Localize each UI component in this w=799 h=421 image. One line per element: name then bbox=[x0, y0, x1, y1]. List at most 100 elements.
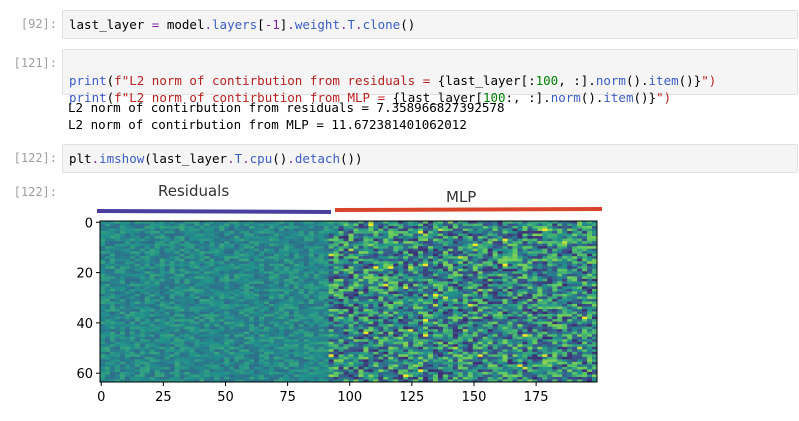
heatmap-cell bbox=[219, 231, 225, 234]
heatmap-cell bbox=[437, 251, 444, 255]
heatmap-cell bbox=[452, 236, 459, 240]
heatmap-cell bbox=[174, 233, 180, 237]
heatmap-cell bbox=[423, 283, 429, 287]
heatmap-cell bbox=[184, 341, 190, 345]
heatmap-cell bbox=[408, 231, 414, 234]
heatmap-cell bbox=[154, 344, 161, 348]
heatmap-cell bbox=[432, 291, 439, 295]
heatmap-cell bbox=[318, 221, 325, 224]
heatmap-cell bbox=[224, 221, 230, 224]
heatmap-cell bbox=[358, 233, 364, 237]
heatmap-cell bbox=[174, 238, 180, 242]
heatmap-cell bbox=[592, 261, 598, 265]
heatmap-cell bbox=[283, 278, 290, 282]
heatmap-cell bbox=[328, 283, 334, 287]
heatmap-cell bbox=[437, 243, 444, 247]
heatmap-cell bbox=[249, 251, 255, 255]
heatmap-cell bbox=[164, 221, 170, 224]
heatmap-cell bbox=[328, 243, 334, 247]
heatmap-cell bbox=[209, 331, 215, 335]
heatmap-cell bbox=[273, 241, 280, 245]
heatmap-cell bbox=[527, 248, 533, 252]
heatmap-cell bbox=[264, 248, 270, 252]
heatmap-cell bbox=[482, 223, 489, 227]
heatmap-cell bbox=[199, 266, 205, 270]
heatmap-cell bbox=[413, 306, 419, 310]
heatmap-cell bbox=[303, 334, 310, 338]
heatmap-cell bbox=[323, 301, 330, 305]
heatmap-cell bbox=[447, 246, 454, 250]
code-cell-122[interactable]: plt.imshow(last_layer.T.cpu().detach()) bbox=[62, 144, 798, 173]
heatmap-cell bbox=[522, 306, 528, 310]
heatmap-cell bbox=[467, 261, 474, 265]
heatmap-cell bbox=[134, 286, 141, 290]
heatmap-cell bbox=[268, 231, 275, 234]
heatmap-cell bbox=[219, 248, 225, 252]
heatmap-cell bbox=[209, 329, 215, 333]
heatmap-cell bbox=[562, 298, 568, 302]
heatmap-cell bbox=[149, 236, 156, 240]
cell-prompt-92: [92]: bbox=[20, 17, 57, 31]
heatmap-cell bbox=[492, 281, 498, 285]
heatmap-cell bbox=[368, 293, 374, 297]
heatmap-cell bbox=[328, 231, 334, 234]
heatmap-cell bbox=[482, 253, 489, 257]
heatmap-cell bbox=[552, 228, 558, 232]
heatmap-cell bbox=[552, 321, 558, 325]
heatmap-cell bbox=[517, 238, 523, 242]
heatmap-cell bbox=[318, 261, 325, 265]
heatmap-cell bbox=[184, 236, 190, 240]
heatmap-cell bbox=[527, 231, 533, 234]
heatmap-cell bbox=[204, 258, 210, 262]
heatmap-cell bbox=[358, 341, 364, 345]
heatmap-cell bbox=[562, 286, 568, 290]
code-92-token: clone bbox=[362, 17, 401, 32]
code-cell-121[interactable]: print(f"L2 norm of contirbution from res… bbox=[62, 49, 798, 105]
heatmap-cell bbox=[582, 271, 588, 275]
heatmap-cell bbox=[239, 258, 245, 262]
code-cell-92[interactable]: last_layer = model.layers[-1].weight.T.c… bbox=[62, 10, 798, 39]
heatmap-cell bbox=[209, 263, 215, 267]
heatmap-cell bbox=[572, 258, 578, 262]
heatmap-cell bbox=[313, 243, 320, 247]
heatmap-cell bbox=[413, 253, 419, 257]
heatmap-cell bbox=[129, 314, 136, 317]
heatmap-cell bbox=[149, 223, 156, 227]
heatmap-cell bbox=[224, 283, 230, 287]
heatmap-cell bbox=[487, 336, 494, 340]
heatmap-cell bbox=[308, 339, 315, 343]
heatmap-cell bbox=[462, 273, 469, 277]
heatmap-cell bbox=[378, 238, 384, 242]
heatmap-cell bbox=[502, 281, 508, 285]
heatmap-cell bbox=[557, 273, 563, 277]
heatmap-cell bbox=[482, 261, 489, 265]
heatmap-cell bbox=[194, 273, 200, 277]
heatmap-cell bbox=[333, 266, 339, 270]
heatmap-cell bbox=[249, 241, 255, 245]
heatmap-cell bbox=[497, 301, 503, 305]
heatmap-cell bbox=[437, 281, 444, 285]
heatmap-cell bbox=[254, 243, 260, 247]
heatmap-cell bbox=[149, 283, 156, 287]
heatmap-cell bbox=[348, 321, 354, 325]
heatmap-cell bbox=[264, 228, 270, 232]
heatmap-cell bbox=[477, 304, 484, 307]
heatmap-cell bbox=[219, 329, 225, 333]
heatmap-cell bbox=[452, 231, 459, 234]
heatmap-cell bbox=[194, 304, 200, 307]
heatmap-cell bbox=[100, 248, 106, 252]
heatmap-cell bbox=[507, 263, 513, 267]
heatmap-cell bbox=[129, 288, 136, 292]
heatmap-cell bbox=[562, 339, 568, 343]
heatmap-cell bbox=[109, 241, 116, 245]
heatmap-cell bbox=[462, 293, 469, 297]
heatmap-cell bbox=[159, 238, 166, 242]
heatmap-cell bbox=[527, 306, 533, 310]
heatmap-cell bbox=[557, 236, 563, 240]
heatmap-cell bbox=[323, 241, 330, 245]
heatmap-cell bbox=[328, 304, 334, 307]
heatmap-cell bbox=[462, 298, 469, 302]
heatmap-cell bbox=[323, 258, 330, 262]
heatmap-cell bbox=[189, 286, 195, 290]
heatmap-cell bbox=[452, 339, 459, 343]
